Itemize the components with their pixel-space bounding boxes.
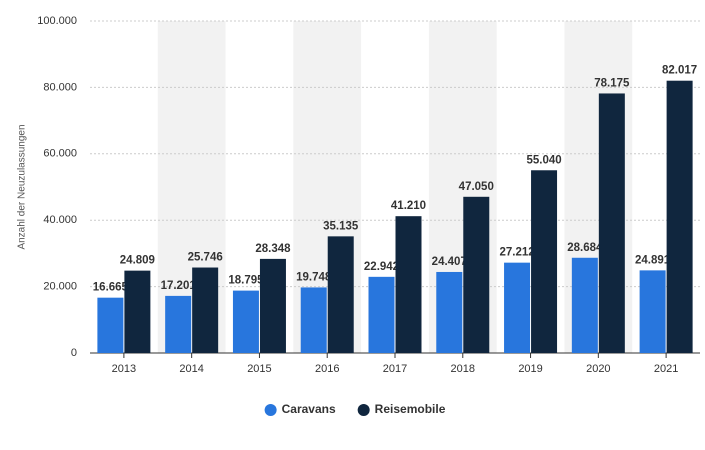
bar xyxy=(666,80,693,354)
y-tick-label: 80.000 xyxy=(43,81,77,93)
x-tick-label: 2018 xyxy=(451,363,475,375)
x-tick-label: 2014 xyxy=(179,363,203,375)
x-tick-label: 2019 xyxy=(518,363,542,375)
value-label: 19.748 xyxy=(296,271,332,283)
value-label: 18.795 xyxy=(228,275,264,287)
bar xyxy=(504,262,531,353)
bar xyxy=(192,267,219,353)
value-label: 28.684 xyxy=(567,242,603,254)
bar xyxy=(571,257,598,353)
y-tick-label: 60.000 xyxy=(43,148,77,160)
bar xyxy=(259,258,286,353)
bar xyxy=(232,290,259,353)
value-label: 16.665 xyxy=(93,282,129,294)
value-label: 22.942 xyxy=(364,261,399,273)
value-label: 24.891 xyxy=(635,254,671,266)
legend-label: Reisemobile xyxy=(375,402,446,416)
value-label: 24.407 xyxy=(432,256,467,268)
bar xyxy=(368,276,395,353)
bar xyxy=(124,270,151,353)
x-tick-label: 2021 xyxy=(654,363,678,375)
bar xyxy=(395,216,422,353)
y-tick-label: 0 xyxy=(71,347,77,359)
legend-marker xyxy=(357,404,370,416)
value-label: 78.175 xyxy=(594,77,630,89)
y-tick-label: 40.000 xyxy=(43,214,77,226)
value-label: 24.809 xyxy=(120,255,155,267)
bar xyxy=(531,170,558,353)
value-label: 28.348 xyxy=(255,243,291,255)
x-tick-label: 2015 xyxy=(247,363,271,375)
x-tick-label: 2013 xyxy=(112,363,136,375)
value-label: 82.017 xyxy=(662,65,697,77)
bar xyxy=(463,196,490,353)
value-label: 17.201 xyxy=(161,280,197,292)
y-tick-label: 20.000 xyxy=(43,281,77,293)
x-tick-label: 2017 xyxy=(383,363,407,375)
value-label: 47.050 xyxy=(459,181,494,193)
legend: Caravans Reisemobile xyxy=(264,402,446,416)
bar xyxy=(300,287,327,353)
value-label: 35.135 xyxy=(323,220,359,232)
bar xyxy=(165,295,192,353)
y-tick-label: 100.000 xyxy=(37,15,77,27)
y-axis-label: Anzahl der Neuzulassungen xyxy=(17,124,28,249)
x-tick-label: 2016 xyxy=(315,363,339,375)
bar xyxy=(327,236,354,353)
value-label: 27.212 xyxy=(499,247,534,259)
bar xyxy=(639,270,666,353)
value-label: 41.210 xyxy=(391,200,426,212)
bar xyxy=(97,297,124,353)
stripes xyxy=(157,21,633,353)
value-label: 25.746 xyxy=(188,252,223,264)
value-label: 55.040 xyxy=(526,154,561,166)
legend-label: Caravans xyxy=(282,402,336,416)
bar xyxy=(436,271,463,353)
x-tick-label: 2020 xyxy=(586,363,610,375)
bar xyxy=(598,93,625,354)
legend-marker xyxy=(264,404,277,416)
